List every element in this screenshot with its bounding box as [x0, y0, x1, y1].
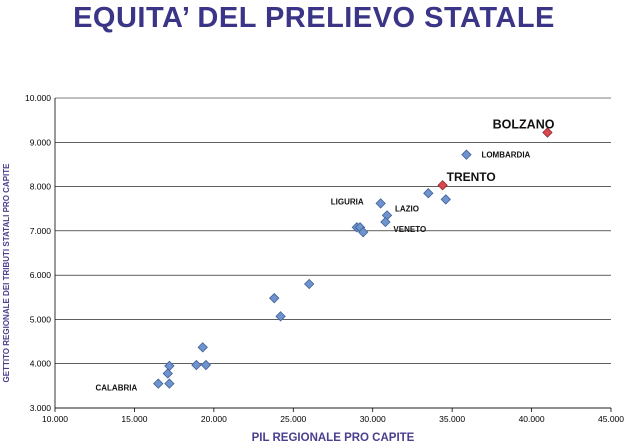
x-tick-label: 35.000 — [439, 414, 465, 424]
y-tick-label: 4.000 — [30, 359, 52, 369]
y-tick-label: 8.000 — [30, 182, 52, 192]
tick-labels: 3.000 4.000 5.000 6.000 7.000 8.000 9.000 10.00… — [25, 93, 624, 424]
x-tick-label: 45.000 — [598, 414, 624, 424]
data-point — [162, 368, 173, 379]
x-tick-label: 10.000 — [42, 414, 68, 424]
data-points — [153, 127, 553, 389]
x-axis-title: PIL REGIONALE PRO CAPITE — [252, 432, 415, 444]
data-point — [423, 188, 434, 199]
y-tick-label: 10.000 — [25, 93, 51, 103]
highlight-point — [542, 127, 553, 138]
point-label: LAZIO — [395, 204, 419, 213]
point-label: LIGURIA — [331, 197, 364, 206]
point-labels: CALABRIA LIGURIA LAZIO VENETO LOMBARDIA TRENT… — [95, 118, 554, 393]
point-label: TRENTO — [447, 170, 496, 184]
x-tick-label: 30.000 — [360, 414, 386, 424]
point-label: VENETO — [393, 225, 426, 234]
y-tick-label: 5.000 — [30, 314, 52, 324]
data-point — [375, 198, 386, 209]
x-tick-label: 20.000 — [201, 414, 227, 424]
data-point — [200, 359, 212, 371]
data-point — [461, 149, 472, 160]
gridlines — [55, 97, 611, 409]
y-tick-label: 6.000 — [30, 270, 52, 280]
point-label: CALABRIA — [95, 384, 137, 393]
axes — [54, 98, 612, 412]
data-point — [358, 227, 369, 238]
data-point — [380, 216, 391, 228]
data-point — [440, 194, 451, 205]
data-point — [164, 378, 175, 389]
data-point — [269, 293, 280, 304]
data-point — [191, 359, 202, 371]
data-point — [164, 360, 175, 372]
point-label: BOLZANO — [493, 118, 555, 132]
data-point — [197, 342, 208, 353]
data-point — [304, 278, 315, 290]
data-point — [275, 311, 286, 322]
highlight-point — [437, 180, 448, 191]
y-tick-label: 7.000 — [30, 226, 52, 236]
x-tick-label: 25.000 — [280, 414, 306, 424]
x-tick-label: 15.000 — [121, 414, 147, 424]
y-axis-title: GETTITO REGIONALE DEI TRIBUTI STATALI PR… — [2, 163, 11, 383]
x-tick-label: 40.000 — [519, 414, 545, 424]
data-point — [153, 378, 164, 389]
point-label: LOMBARDIA — [481, 151, 530, 160]
y-tick-label: 3.000 — [30, 403, 52, 413]
slide-title: EQUITA’ DEL PRELIEVO STATALE — [73, 2, 555, 34]
y-tick-label: 9.000 — [30, 137, 52, 147]
